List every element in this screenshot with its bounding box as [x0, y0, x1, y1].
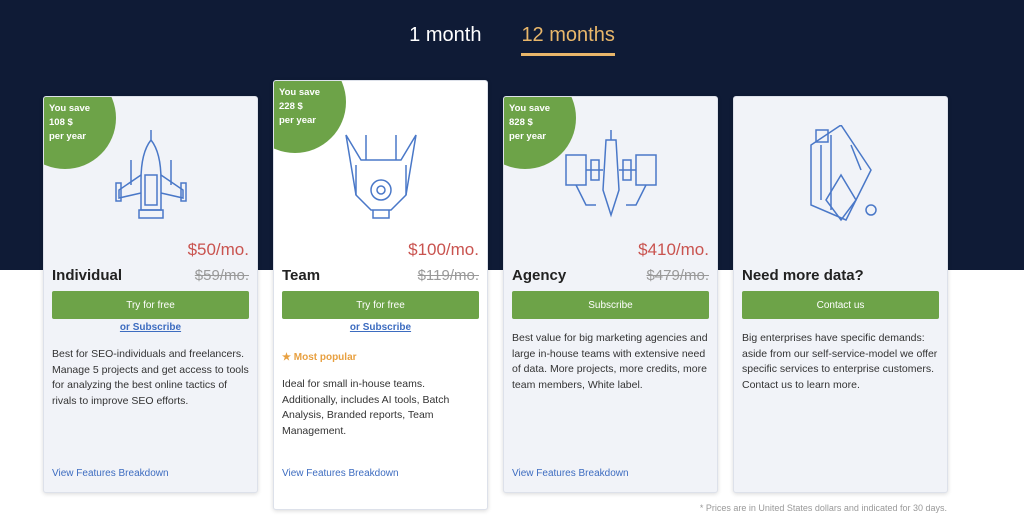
savings-amount: 828 $: [509, 117, 533, 128]
most-popular-label: Most popular: [293, 352, 357, 363]
plan-description: Ideal for small in-house teams. Addition…: [282, 378, 450, 437]
plan-old-price: $119/mo.: [417, 267, 479, 284]
plan-name: Need more data?: [742, 267, 864, 284]
plan-card-enterprise: Need more data? Contact us Big enterpris…: [733, 96, 948, 493]
plan-description: Big enterprises have specific demands: a…: [742, 332, 938, 391]
savings-line: per year: [49, 131, 86, 142]
try-for-free-button[interactable]: Try for free: [52, 291, 249, 319]
subscribe-link: or Subscribe: [274, 322, 487, 333]
plan-price: $410/mo.: [638, 240, 709, 259]
plan-old-price: $479/mo.: [646, 267, 709, 284]
savings-line: You save: [49, 103, 91, 114]
tab-12-months[interactable]: 12 months: [521, 24, 615, 56]
view-features-link[interactable]: View Features Breakdown: [52, 468, 169, 479]
plan-name: Individual: [52, 267, 123, 284]
savings-line: per year: [279, 115, 316, 126]
plan-price: $50/mo.: [187, 240, 249, 259]
savings-amount: 108 $: [49, 117, 73, 128]
pricing-footnote: * Prices are in United States dollars an…: [699, 503, 947, 513]
mothership-icon: [810, 125, 877, 222]
contact-us-button[interactable]: Contact us: [742, 291, 939, 319]
plan-card-individual: You save 108 $ per year $50/mo. Individual…: [43, 96, 258, 493]
most-popular-badge: ★ Most popular: [282, 352, 357, 363]
starfighter-icon: [565, 130, 657, 218]
plan-description: Best value for big marketing agencies an…: [512, 332, 708, 391]
plan-price: $100/mo.: [408, 240, 479, 259]
star-icon: ★: [282, 352, 291, 363]
plan-old-price: $59/mo.: [194, 267, 249, 284]
plan-card-agency: You save 828 $ per year $410/mo. Agency $4…: [503, 96, 718, 493]
rocket-ship-icon: [115, 130, 187, 219]
subscribe-link-text[interactable]: or Subscribe: [119, 322, 182, 333]
savings-line: You save: [279, 87, 321, 98]
subscribe-button[interactable]: Subscribe: [512, 291, 709, 319]
spaceship-icon: [345, 134, 417, 219]
subscribe-link-text[interactable]: or Subscribe: [349, 322, 412, 333]
tab-1-month[interactable]: 1 month: [409, 24, 482, 46]
view-features-link[interactable]: View Features Breakdown: [282, 468, 399, 479]
savings-line: per year: [509, 131, 546, 142]
subscribe-link: or Subscribe: [44, 322, 257, 333]
try-for-free-button[interactable]: Try for free: [282, 291, 479, 319]
plan-name: Agency: [512, 267, 567, 284]
view-features-link[interactable]: View Features Breakdown: [512, 468, 629, 479]
plan-card-team: You save 228 $ per year $100/mo. Team $119…: [273, 80, 488, 510]
billing-period-tabs: 1 month 12 months: [0, 24, 1024, 56]
savings-line: You save: [509, 103, 551, 114]
savings-amount: 228 $: [279, 101, 303, 112]
plan-name: Team: [282, 267, 321, 284]
plan-description: Best for SEO-individuals and freelancers…: [52, 348, 249, 407]
